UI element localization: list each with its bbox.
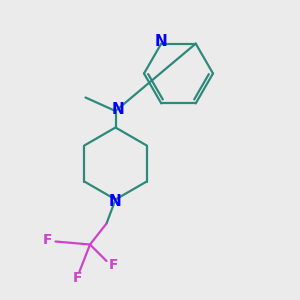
Text: N: N bbox=[112, 102, 124, 117]
Text: F: F bbox=[43, 233, 53, 247]
Text: F: F bbox=[73, 271, 83, 285]
Text: N: N bbox=[109, 194, 122, 209]
Text: F: F bbox=[108, 258, 118, 272]
Text: N: N bbox=[155, 34, 168, 49]
